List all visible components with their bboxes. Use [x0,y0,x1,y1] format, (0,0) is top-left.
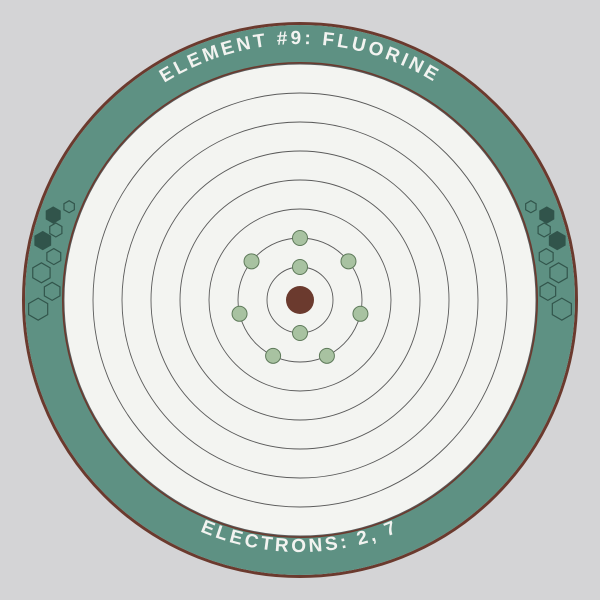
electron-s2-5 [266,348,281,363]
electron-s2-3 [353,306,368,321]
electron-s2-2 [341,254,356,269]
electron-s2-4 [319,348,334,363]
electron-s2-1 [293,231,308,246]
electron-s2-7 [244,254,259,269]
atom-svg: ELEMENT #9: FLUORINEELECTRONS: 2, 7 [0,0,600,600]
electron-s2-6 [232,306,247,321]
nucleus [286,286,314,314]
electron-s1-2 [293,326,308,341]
atom-infographic: ELEMENT #9: FLUORINEELECTRONS: 2, 7 [0,0,600,600]
electron-s1-1 [293,260,308,275]
